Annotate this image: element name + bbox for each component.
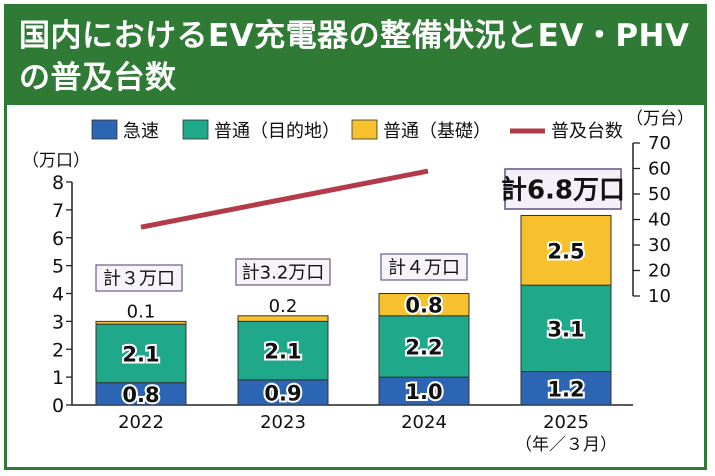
left-axis-tick-label: 5 xyxy=(52,256,64,278)
bar-segment xyxy=(237,315,329,322)
bar-segment xyxy=(378,293,470,317)
x-axis-tick-label: 2022 xyxy=(118,412,164,433)
total-box-0 xyxy=(95,264,183,292)
bar-value-label: 0.8 xyxy=(405,294,442,318)
total-box-1 xyxy=(235,258,331,286)
line-series-adoption xyxy=(140,168,429,230)
x-axis-tick-label: 2025 xyxy=(543,412,589,433)
left-axis-tick-label: 1 xyxy=(52,367,64,389)
bar-value-label: 0.8 xyxy=(122,383,159,407)
left-axis-tick-label: 0 xyxy=(52,395,64,417)
legend-swatch-0 xyxy=(91,119,118,140)
right-axis-tick-label: 50 xyxy=(648,184,671,205)
left-axis-tick-label: 3 xyxy=(52,311,64,333)
left-axis-tick-label: 6 xyxy=(52,228,64,250)
total-label-1: 計3.2万口 xyxy=(242,262,325,283)
bar-segment xyxy=(95,323,187,384)
right-axis-tick-label: 60 xyxy=(648,159,671,180)
x-axis-note: （年／３月） xyxy=(515,435,617,455)
left-axis-unit: （万口） xyxy=(22,151,90,171)
bar-segment xyxy=(378,376,470,406)
bar-value-label: 2.1 xyxy=(122,342,159,366)
bar-segment xyxy=(520,214,612,286)
total-label-0: 計３万口 xyxy=(103,268,175,289)
bar-segment xyxy=(520,284,612,373)
left-axis-tick-label: 2 xyxy=(52,339,64,361)
total-label-3: 計6.8万口 xyxy=(501,174,625,205)
right-axis-unit: （万台） xyxy=(626,109,694,129)
left-axis-tick-label: 4 xyxy=(52,284,64,306)
bar-value-label: 0.2 xyxy=(269,296,298,317)
bar-value-label: 0.9 xyxy=(264,381,301,405)
chart-title: 国内におけるEV充電器の整備状況とEV・PHVの普及台数 xyxy=(7,7,704,105)
legend-label-1: 普通（目的地） xyxy=(214,121,340,142)
legend-swatch-1 xyxy=(182,119,209,140)
x-axis-tick-label: 2024 xyxy=(401,412,447,433)
bar-value-label: 0.1 xyxy=(127,301,156,322)
left-axis-tick-label: 7 xyxy=(52,200,64,222)
legend-label-2: 普通（基礎） xyxy=(383,121,491,142)
right-axis-tick-label: 70 xyxy=(648,133,671,154)
legend-swatch-2 xyxy=(351,119,378,140)
bar-value-label: 1.0 xyxy=(405,380,442,404)
bar-value-label: 2.1 xyxy=(264,340,301,364)
left-axis-tick-label: 8 xyxy=(52,172,64,194)
x-axis-tick-label: 2023 xyxy=(260,412,306,433)
bar-segment xyxy=(378,315,470,378)
total-label-2: 計４万口 xyxy=(388,257,460,278)
right-axis-tick-label: 10 xyxy=(648,286,671,307)
right-axis-tick-label: 40 xyxy=(648,210,671,231)
bar-value-label: 2.2 xyxy=(405,335,442,359)
total-box-3 xyxy=(504,168,622,210)
bar-segment xyxy=(95,320,187,325)
right-axis-tick-label: 20 xyxy=(648,261,671,282)
legend-line-label: 普及台数 xyxy=(551,121,623,142)
bar-value-label: 1.2 xyxy=(547,377,584,401)
bar-value-label: 2.5 xyxy=(547,239,584,263)
total-box-2 xyxy=(380,253,468,281)
legend-label-0: 急速 xyxy=(123,121,159,142)
bar-segment xyxy=(237,379,329,406)
right-axis-tick-label: 30 xyxy=(648,235,671,256)
bar-value-label: 3.1 xyxy=(547,317,584,341)
